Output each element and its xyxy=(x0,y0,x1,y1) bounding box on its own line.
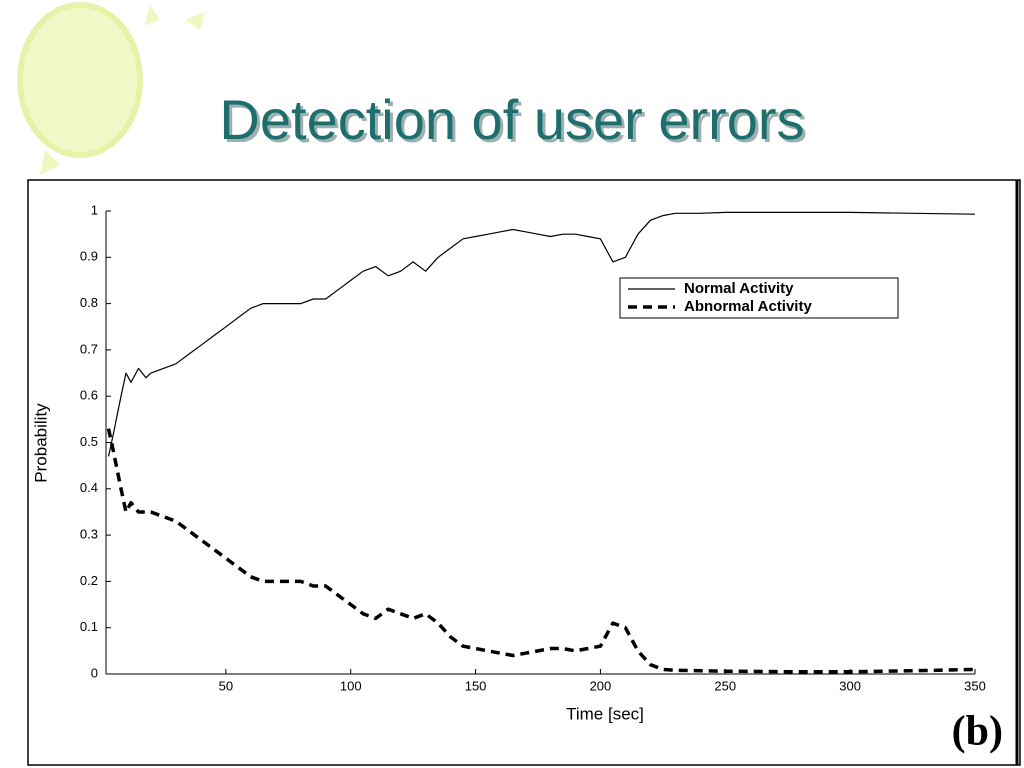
balloon-decoration xyxy=(17,2,205,175)
legend-box xyxy=(619,277,899,319)
x-tick-label: 350 xyxy=(964,678,986,693)
x-tick-label: 150 xyxy=(465,678,487,693)
y-tick-label: 0.9 xyxy=(80,249,98,264)
title-shadow: Detection of user errors xyxy=(222,91,807,154)
y-tick-label: 0.2 xyxy=(80,573,98,588)
y-tick-label: 0.7 xyxy=(80,341,98,356)
legend-label: Abnormal Activity xyxy=(684,298,812,315)
y-tick-label: 0.1 xyxy=(80,619,98,634)
x-tick-label: 50 xyxy=(219,678,233,693)
x-axis-label: Time [sec] xyxy=(566,704,644,723)
sparkle xyxy=(40,5,205,175)
y-tick-label: 0.4 xyxy=(80,480,98,495)
panel-label: (b) xyxy=(952,709,1003,755)
series-line xyxy=(107,211,976,457)
series-line xyxy=(106,428,976,674)
x-tick-label: 250 xyxy=(714,678,736,693)
x-tick-label: 100 xyxy=(340,678,362,693)
y-tick-label: 1 xyxy=(91,202,98,217)
y-tick-label: 0.5 xyxy=(80,434,98,449)
legend-label: Normal Activity xyxy=(684,280,794,297)
y-tick-label: 0.8 xyxy=(80,295,98,310)
y-tick-label: 0 xyxy=(91,665,98,680)
x-tick-label: 300 xyxy=(839,678,861,693)
chart-frame xyxy=(27,179,1021,766)
slide-title: Detection of user errors xyxy=(219,88,804,151)
y-tick-label: 0.6 xyxy=(80,388,98,403)
balloon xyxy=(17,2,143,158)
y-axis-label: Probability xyxy=(31,403,50,483)
x-tick-label: 200 xyxy=(590,678,612,693)
y-tick-label: 0.3 xyxy=(80,527,98,542)
